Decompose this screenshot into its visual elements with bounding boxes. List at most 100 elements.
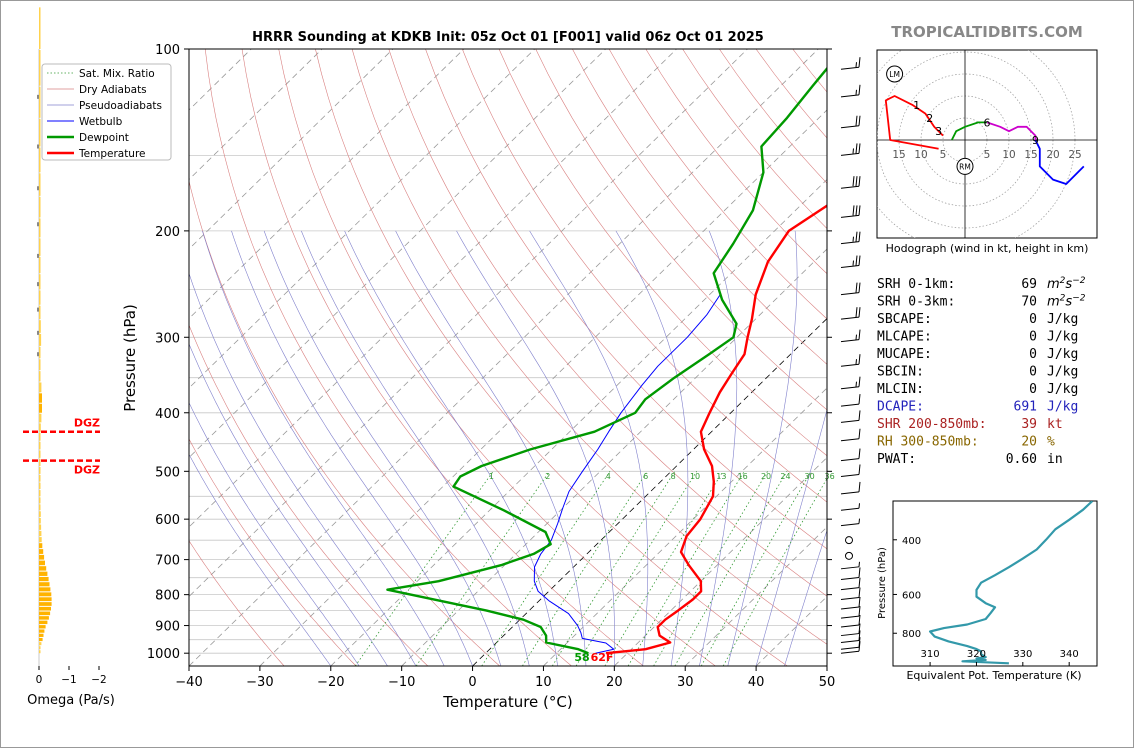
mixing-ratio-label: 30 bbox=[805, 472, 815, 481]
isotherm-line bbox=[189, 49, 465, 320]
omega-marker bbox=[37, 94, 39, 99]
theta-x-tick-label: 340 bbox=[1060, 649, 1079, 660]
omega-bar bbox=[39, 629, 45, 633]
isotherm-line bbox=[259, 109, 827, 666]
dry-adiabat-line bbox=[189, 438, 357, 666]
theta-y-tick-label: 400 bbox=[902, 536, 921, 547]
wind-barb bbox=[840, 587, 861, 601]
dry-adiabat-line bbox=[204, 49, 572, 666]
omega-bar bbox=[39, 441, 41, 450]
hodograph-ring-label: 25 bbox=[1068, 149, 1081, 161]
param-label: PWAT: bbox=[877, 452, 916, 467]
y-tick-label: 700 bbox=[155, 554, 180, 569]
param-value: 0 bbox=[1029, 382, 1037, 397]
param-unit: J/kg bbox=[1047, 382, 1078, 397]
param-unit: % bbox=[1047, 435, 1055, 450]
theta-y-tick-label: 800 bbox=[902, 629, 921, 640]
hodograph-height-label: 2 bbox=[926, 112, 933, 125]
omega-bar bbox=[39, 147, 41, 173]
x-tick-label: −20 bbox=[317, 675, 344, 690]
x-tick-label: 10 bbox=[535, 675, 552, 690]
y-tick-label: 900 bbox=[155, 620, 180, 635]
omega-bar bbox=[39, 86, 41, 118]
wind-barb bbox=[840, 57, 861, 70]
dgz-label: DGZ bbox=[74, 417, 100, 430]
param-unit: kt bbox=[1047, 417, 1063, 432]
omega-bar bbox=[39, 592, 52, 597]
dry-adiabat-line bbox=[388, 49, 827, 597]
omega-bar bbox=[39, 371, 41, 382]
wind-barb bbox=[840, 567, 861, 580]
x-tick-label: −30 bbox=[246, 675, 273, 690]
hodograph-height-label: 1 bbox=[913, 99, 920, 112]
y-tick-label: 800 bbox=[155, 589, 180, 604]
omega-bar bbox=[39, 393, 42, 403]
y-tick-label: 300 bbox=[155, 331, 180, 346]
hodograph-ring-label: 10 bbox=[914, 149, 927, 161]
omega-bar bbox=[39, 566, 47, 571]
wind-barb bbox=[840, 614, 861, 628]
pseudoadiabat-line bbox=[263, 230, 502, 666]
mixing-ratio-line bbox=[674, 471, 788, 666]
x-tick-label: −10 bbox=[388, 675, 415, 690]
pseudoadiabat-line bbox=[202, 230, 445, 666]
omega-bar bbox=[39, 560, 45, 566]
surface-temperature-label: 62F bbox=[591, 651, 614, 664]
hodograph-trace bbox=[1034, 139, 1085, 185]
storm-motion-label: LM bbox=[889, 70, 900, 79]
pseudoadiabat-line bbox=[784, 529, 827, 666]
param-label: SBCIN: bbox=[877, 365, 924, 380]
wind-barb bbox=[840, 630, 861, 643]
wind-barb bbox=[840, 394, 861, 407]
omega-bar bbox=[39, 611, 51, 616]
mixing-ratio-line bbox=[551, 471, 676, 666]
param-label: MUCAPE: bbox=[877, 347, 932, 362]
omega-bar bbox=[39, 571, 48, 576]
hodograph-ring-label: 5 bbox=[940, 149, 947, 161]
wind-barb bbox=[840, 637, 861, 650]
param-value: 69 bbox=[1021, 277, 1037, 292]
omega-bar bbox=[39, 642, 42, 646]
omega-bar bbox=[39, 382, 42, 393]
omega-bar bbox=[39, 582, 50, 587]
storm-motion-label: RM bbox=[959, 162, 971, 171]
omega-bar bbox=[39, 450, 41, 458]
hodograph-trace bbox=[884, 95, 944, 150]
dry-adiabat-line bbox=[462, 49, 827, 503]
param-unit: J/kg bbox=[1047, 347, 1078, 362]
isotherm-line bbox=[189, 49, 394, 250]
wind-barb bbox=[840, 354, 861, 367]
dewpoint-profile-line bbox=[386, 66, 827, 655]
omega-bar bbox=[39, 50, 41, 86]
legend-item-label: Wetbulb bbox=[79, 116, 123, 128]
mixing-ratio-label: 20 bbox=[761, 472, 771, 481]
wind-barb bbox=[840, 606, 861, 619]
dry-adiabat-line bbox=[278, 49, 716, 666]
omega-bar bbox=[39, 274, 41, 290]
isotherm-line bbox=[189, 49, 536, 389]
omega-bar bbox=[39, 504, 41, 511]
hodograph-height-label: 9 bbox=[1032, 134, 1039, 147]
pseudoadiabat-line bbox=[189, 272, 417, 666]
param-value: 0 bbox=[1029, 312, 1037, 327]
theta-e-y-label: Pressure (hPa) bbox=[877, 547, 888, 619]
hodograph-height-label: 6 bbox=[984, 116, 991, 129]
omega-bar bbox=[39, 305, 41, 320]
omega-bar bbox=[39, 346, 41, 359]
theta-y-tick-label: 600 bbox=[902, 590, 921, 601]
wind-barb bbox=[840, 84, 861, 98]
wind-barb bbox=[840, 255, 861, 269]
mixing-ratio-labels: 1 2 4 6 8 10 13 16 20 24 30 36 bbox=[489, 472, 835, 481]
theta-e-line bbox=[929, 501, 1094, 665]
mixing-ratio-label: 2 bbox=[545, 472, 550, 481]
param-label: SRH 0-3km: bbox=[877, 295, 955, 310]
pseudoadiabat-line bbox=[395, 230, 587, 666]
dry-adiabat-line bbox=[189, 540, 285, 666]
hodograph-ring-label: 5 bbox=[984, 149, 991, 161]
param-unit: m2s−2 bbox=[1047, 276, 1086, 292]
legend-item-label: Dewpoint bbox=[79, 132, 129, 144]
wind-barbs bbox=[840, 57, 861, 654]
theta-e-x-label: Equivalent Pot. Temperature (K) bbox=[906, 669, 1081, 682]
omega-marker bbox=[37, 307, 39, 312]
